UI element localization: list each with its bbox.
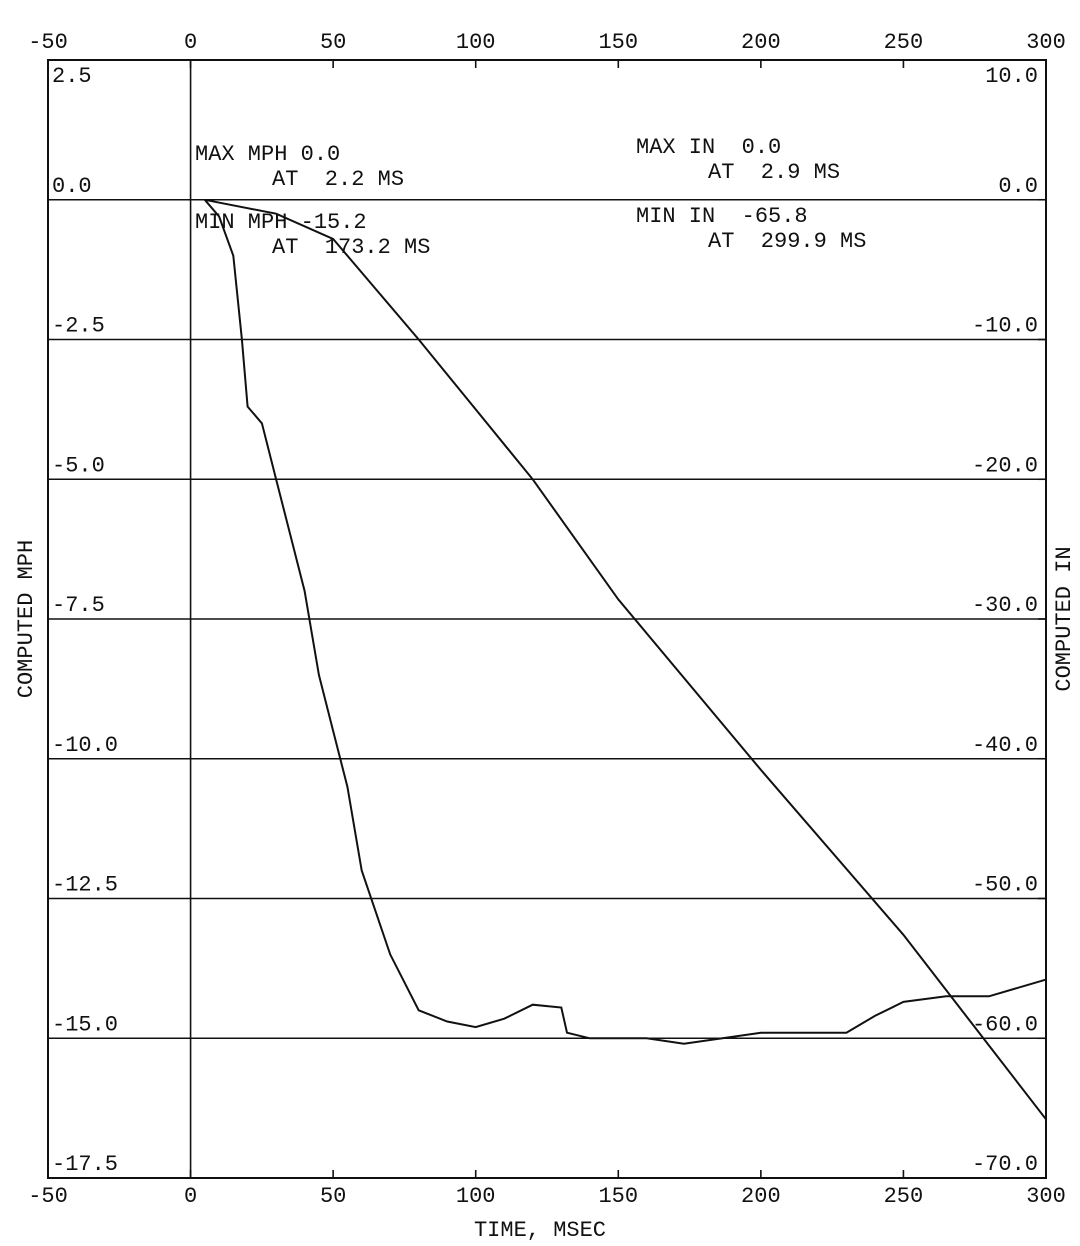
x-tick-label: 200 (741, 1184, 781, 1209)
annotation: AT 299.9 MS (708, 229, 866, 254)
y-tick-label: 2.5 (52, 64, 92, 89)
y-tick-label: -12.5 (52, 873, 118, 898)
series-line (204, 199, 1047, 1045)
annotation: AT 2.2 MS (272, 167, 404, 192)
x-tick-label-top: 250 (884, 30, 924, 55)
y-tick-label: -7.5 (52, 593, 105, 618)
x-tick-label: 300 (1026, 1184, 1066, 1209)
annotation: MIN IN -65.8 (636, 204, 808, 229)
annotation: AT 2.9 MS (708, 160, 840, 185)
x-tick-label: 50 (320, 1184, 346, 1209)
x-tick-label: 250 (884, 1184, 924, 1209)
y-tick-label: -10.0 (52, 733, 118, 758)
annotation: MAX IN 0.0 (636, 135, 781, 160)
x-tick-label: -50 (28, 1184, 68, 1209)
y2-axis-label: COMPUTED IN (1052, 546, 1077, 691)
y2-tick-label: 10.0 (985, 64, 1038, 89)
annotation: MAX MPH 0.0 (195, 142, 340, 167)
x-tick-label: 100 (456, 1184, 496, 1209)
y-tick-label: -2.5 (52, 314, 105, 339)
x-tick-label-top: 100 (456, 30, 496, 55)
y2-tick-label: -40.0 (972, 733, 1038, 758)
y2-tick-label: -50.0 (972, 873, 1038, 898)
y2-tick-label: -20.0 (972, 453, 1038, 478)
y2-tick-label: -30.0 (972, 593, 1038, 618)
annotation: AT 173.2 MS (272, 235, 430, 260)
x-tick-label: 150 (598, 1184, 638, 1209)
x-tick-label-top: 150 (598, 30, 638, 55)
y-tick-label: -17.5 (52, 1152, 118, 1177)
x-tick-label-top: 200 (741, 30, 781, 55)
y-tick-label: -5.0 (52, 453, 105, 478)
series-line (204, 198, 1047, 1120)
y2-tick-label: -60.0 (972, 1012, 1038, 1037)
x-tick-label: 0 (184, 1184, 197, 1209)
x-tick-label-top: 50 (320, 30, 346, 55)
y-tick-label: -15.0 (52, 1012, 118, 1037)
y2-tick-label: 0.0 (998, 174, 1038, 199)
x-tick-label-top: -50 (28, 30, 68, 55)
y-axis-label: COMPUTED MPH (14, 540, 39, 698)
x-tick-label-top: 0 (184, 30, 197, 55)
y2-tick-label: -10.0 (972, 314, 1038, 339)
x-tick-label-top: 300 (1026, 30, 1066, 55)
y2-tick-label: -70.0 (972, 1152, 1038, 1177)
x-axis-label: TIME, MSEC (474, 1218, 606, 1243)
y-tick-label: 0.0 (52, 174, 92, 199)
